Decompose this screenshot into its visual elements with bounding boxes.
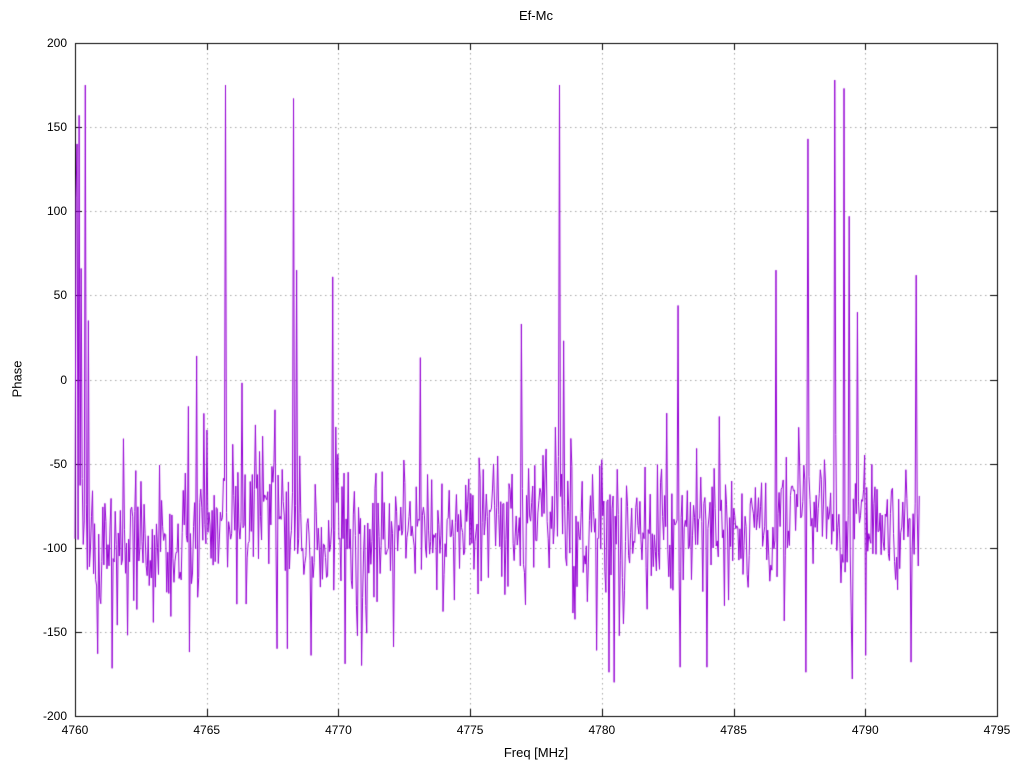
x-tick-label: 4770 [325,723,352,737]
x-tick-label: 4785 [720,723,747,737]
y-tick-label: 200 [46,36,67,50]
y-tick-label: -150 [42,624,67,639]
x-tick-label: 4760 [61,723,89,737]
x-tick-label: 4780 [588,723,616,737]
y-tick-label: 150 [46,120,67,135]
y-tick-label: -200 [42,709,67,723]
x-axis-label: Freq [MHz] [503,745,569,760]
x-tick-label: 4795 [983,723,1011,737]
y-tick-label: -50 [49,456,67,471]
chart-title: Ef-Mc [519,8,553,23]
x-tick-label: 4790 [851,723,879,737]
x-tick-label: 4775 [456,723,484,737]
y-tick-label: 50 [53,288,67,303]
x-tick-label: 4765 [193,723,221,737]
y-tick-label: -100 [42,540,67,555]
y-tick-label: 100 [46,204,67,219]
y-tick-label: 0 [60,372,67,387]
